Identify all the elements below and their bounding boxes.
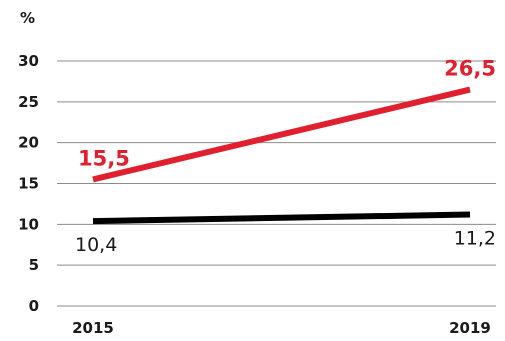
y-tick-label: 20 [18, 134, 39, 152]
data-labels: 15,5 26,5 10,4 11,2 [75, 57, 496, 256]
data-label: 10,4 [75, 234, 117, 256]
y-tick-label: 25 [18, 93, 39, 111]
data-label: 26,5 [444, 57, 496, 81]
series-line-1 [92, 86, 471, 183]
y-axis-ticks: 0 5 10 15 20 25 30 [18, 52, 39, 315]
y-tick-label: 10 [18, 215, 39, 233]
grid-lines [57, 60, 496, 307]
x-tick-label: 2019 [449, 319, 491, 337]
series-line-2 [92, 211, 471, 225]
data-label: 15,5 [78, 146, 130, 170]
data-label: 11,2 [454, 228, 496, 250]
y-tick-label: 30 [18, 52, 39, 70]
x-axis-ticks: 2015 2019 [72, 319, 491, 337]
y-tick-label: 0 [29, 297, 39, 315]
x-tick-label: 2015 [72, 319, 114, 337]
y-tick-label: 15 [18, 175, 39, 193]
y-tick-label: 5 [29, 256, 39, 274]
y-unit-label: % [20, 9, 35, 27]
series-lines [92, 86, 471, 225]
